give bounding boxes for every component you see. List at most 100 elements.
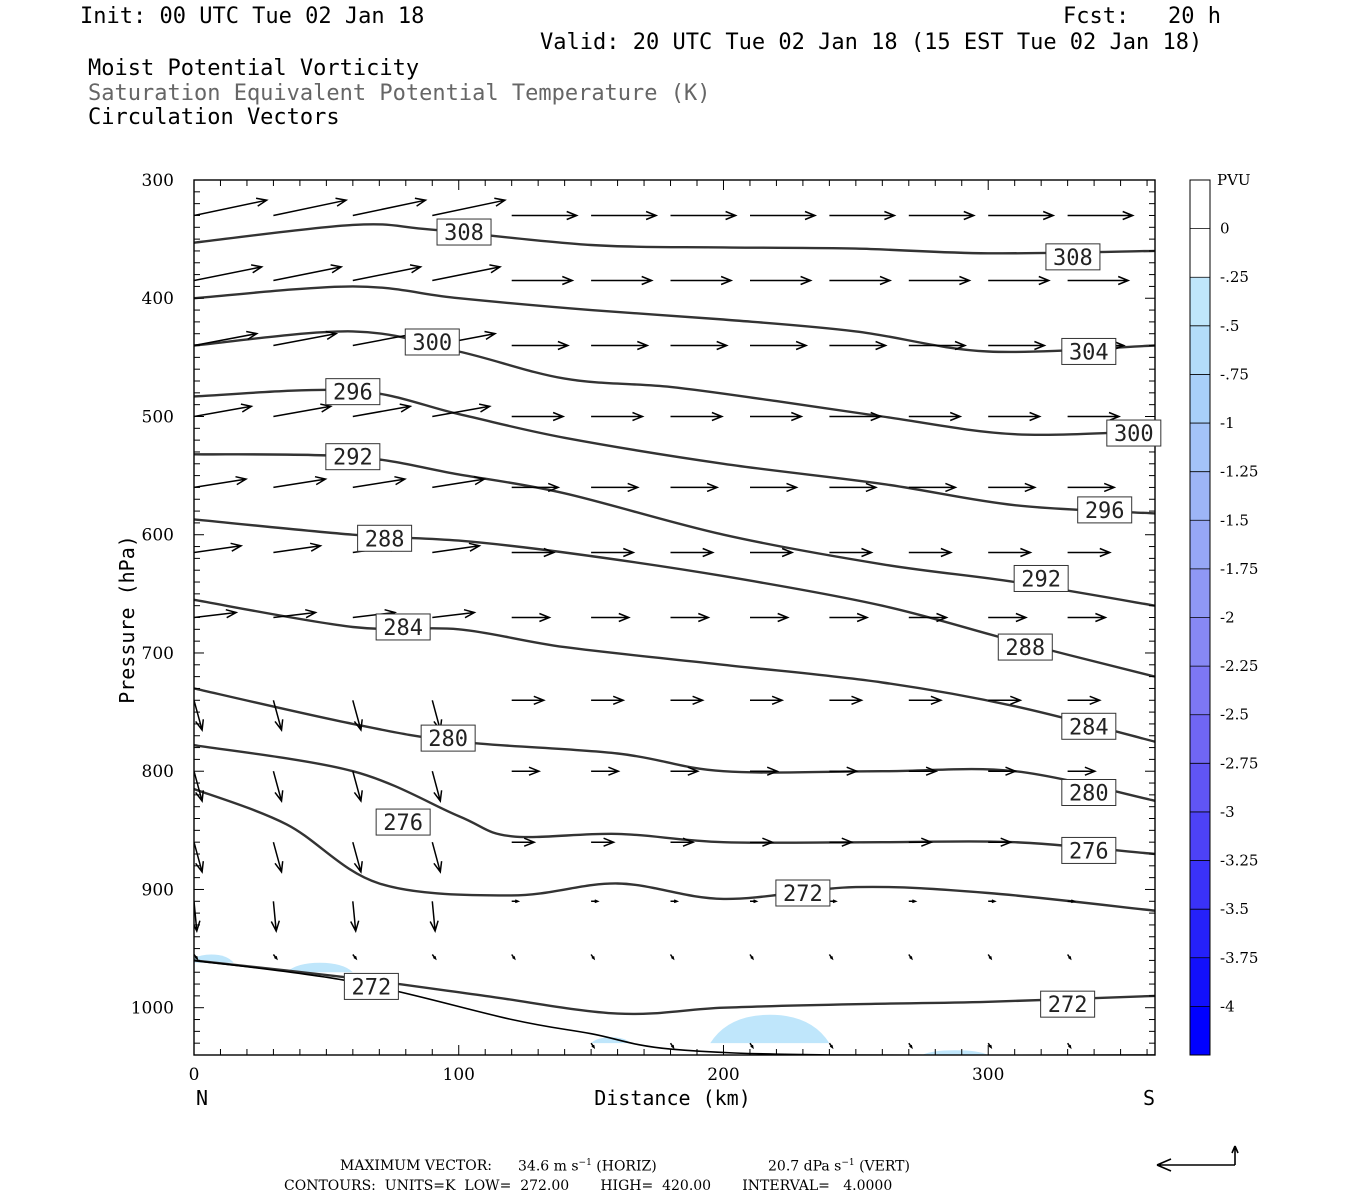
circulation-vector	[432, 264, 502, 282]
axes: 300 400 500 600 700 800 900 1000 0 100 200 300 N S Dis…	[115, 171, 1155, 1110]
contour-308	[194, 223, 1155, 255]
circulation-vector	[194, 542, 244, 554]
circulation-vector	[591, 340, 650, 351]
circulation-vector	[432, 542, 482, 554]
circulation-vector	[511, 766, 542, 776]
contour-label-text: 284	[1069, 715, 1109, 740]
contour-280	[194, 687, 1155, 802]
circulation-vector	[1067, 899, 1077, 904]
circulation-vector	[272, 954, 278, 961]
circulation-vectors	[194, 197, 1135, 1050]
y-tick-label: 400	[142, 289, 174, 309]
circulation-vector	[352, 842, 363, 874]
max-vector-vert-value: 20.7 dPa s	[768, 1158, 842, 1175]
circulation-vector	[352, 403, 413, 418]
circulation-vector	[749, 954, 754, 961]
circulation-vector	[431, 771, 443, 803]
circulation-vector	[272, 771, 284, 803]
y-tick-label: 700	[142, 644, 174, 664]
circulation-vector	[750, 547, 795, 558]
colorbar-swatch	[1190, 568, 1210, 618]
circulation-vector	[829, 275, 893, 286]
contour-label-284: 284	[375, 613, 431, 641]
circulation-vector	[670, 275, 734, 286]
circulation-vector	[591, 482, 640, 493]
circulation-vector	[988, 210, 1056, 221]
circulation-vector	[511, 210, 579, 221]
contour-labels: 308 308 304 300 300 296 296 292 292 288 288 284 284 2…	[325, 218, 1162, 1018]
contour-label-text: 308	[444, 221, 484, 246]
circulation-vector	[829, 411, 883, 422]
circulation-vector	[1066, 954, 1072, 961]
contour-label-box	[375, 808, 431, 836]
circulation-vector	[669, 1042, 675, 1050]
contour-label-text: 292	[1021, 567, 1061, 592]
circulation-vector	[511, 547, 556, 558]
circulation-vector	[1066, 1042, 1072, 1050]
circulation-vector	[270, 901, 281, 933]
circulation-vector	[670, 837, 696, 847]
contour-label-box	[775, 879, 831, 907]
circulation-vector	[194, 330, 259, 347]
circulation-vector	[273, 264, 344, 282]
colorbar-swatch	[1190, 811, 1210, 861]
colorbar-label: 0	[1220, 220, 1230, 238]
circulation-vector	[194, 608, 239, 619]
contour-label-box	[997, 633, 1053, 661]
contour-label-box	[357, 524, 413, 552]
circulation-vector	[511, 275, 575, 286]
contour-label-text: 288	[365, 527, 405, 552]
contour-label-box	[1061, 337, 1117, 365]
contour-label-292: 292	[1013, 564, 1069, 592]
circulation-vector	[591, 210, 659, 221]
circulation-vector	[1067, 612, 1108, 623]
contour-label-text: 272	[783, 882, 823, 907]
field-title-theta-es: Saturation Equivalent Potential Temperat…	[88, 81, 711, 106]
contour-label-box	[1061, 712, 1117, 740]
colorbar-label: -1.75	[1220, 560, 1258, 578]
contour-label-272: 272	[775, 879, 831, 907]
contour-label-box	[1106, 419, 1162, 447]
contour-272	[194, 787, 1155, 912]
north-label: N	[196, 1086, 208, 1110]
contour-label-box	[325, 443, 381, 471]
circulation-vector	[591, 837, 616, 847]
circulation-vector	[908, 340, 968, 351]
contour-label-text: 300	[412, 331, 452, 356]
circulation-vector	[431, 842, 443, 874]
circulation-vector	[511, 612, 552, 623]
circulation-vector	[1067, 275, 1131, 286]
x-tick-label: 300	[972, 1065, 1004, 1085]
circulation-vector	[829, 899, 838, 904]
contour-label-text: 280	[428, 727, 468, 752]
circulation-vector	[1067, 547, 1112, 558]
contour-label-box	[343, 972, 399, 1000]
colorbar-label: -4	[1220, 997, 1235, 1015]
circulation-vector	[670, 482, 720, 493]
circulation-vector	[511, 695, 546, 705]
circulation-vector	[829, 695, 864, 705]
contour-label-text: 308	[1053, 246, 1093, 271]
circulation-vector	[350, 901, 360, 933]
y-tick-label: 500	[142, 407, 174, 427]
colorbar-label: -3.25	[1220, 852, 1258, 870]
circulation-vector	[194, 403, 254, 418]
contour-label-box	[1061, 779, 1117, 806]
circulation-vector	[670, 612, 711, 623]
colorbar-title: PVU	[1217, 171, 1251, 189]
contour-label-box	[404, 328, 460, 356]
colorbar-label: -2.75	[1220, 754, 1258, 772]
circulation-vector	[1067, 695, 1102, 705]
x-tick-label: 100	[443, 1065, 475, 1085]
contour-label-text: 296	[1085, 499, 1125, 524]
circulation-vector	[273, 330, 339, 347]
colorbar-swatch	[1190, 228, 1210, 278]
y-tick-label: 900	[142, 880, 174, 900]
contour-label-box	[420, 724, 476, 752]
colorbar-swatch	[1190, 423, 1210, 472]
circulation-vector	[194, 264, 264, 282]
contour-label-box	[1013, 564, 1069, 592]
contour-label-text: 276	[1069, 839, 1109, 864]
contour-label-276: 276	[1061, 836, 1117, 864]
colorbar-swatch	[1190, 374, 1210, 424]
